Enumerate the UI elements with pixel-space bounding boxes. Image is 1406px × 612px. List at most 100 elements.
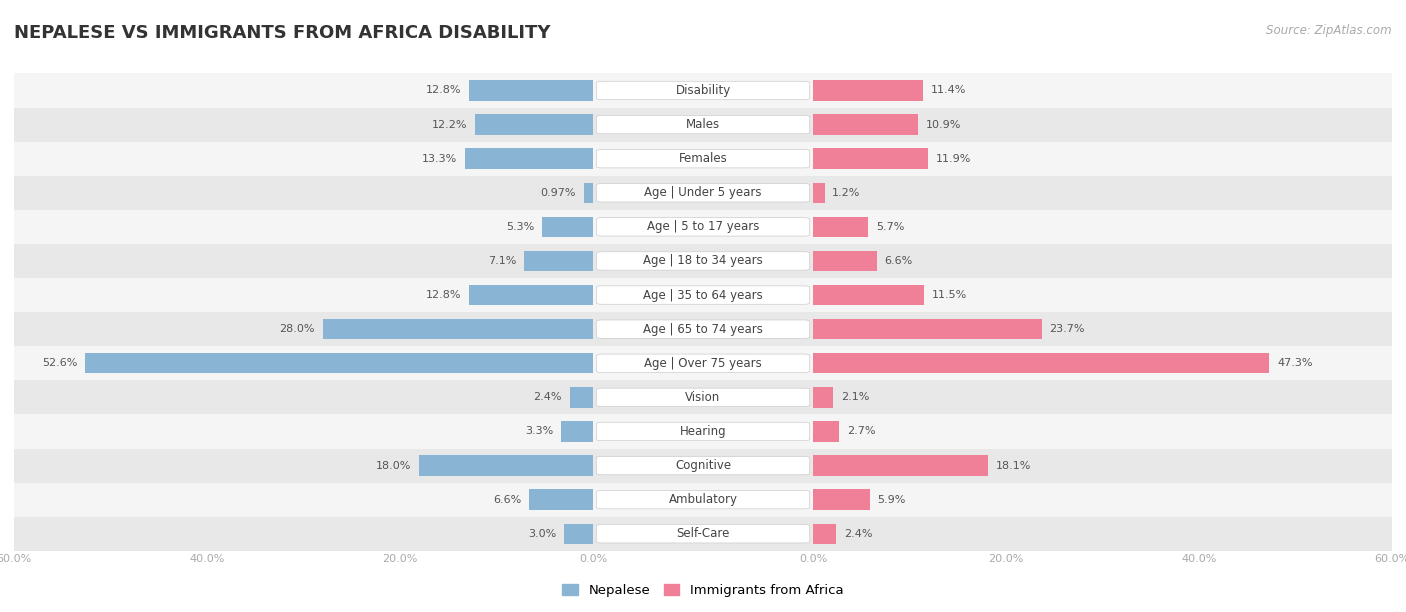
Text: 1.2%: 1.2%: [832, 188, 860, 198]
Bar: [813, 490, 870, 510]
Bar: [0, 73, 1406, 108]
Bar: [0, 210, 1406, 244]
Text: 6.6%: 6.6%: [494, 494, 522, 505]
Bar: [0, 380, 1406, 414]
Bar: [0, 449, 1406, 483]
Bar: [0, 380, 1406, 414]
Bar: [0, 278, 1406, 312]
Bar: [0, 244, 1406, 278]
Bar: [0, 449, 1406, 483]
Text: 11.9%: 11.9%: [935, 154, 972, 163]
Bar: [0, 73, 1406, 108]
FancyBboxPatch shape: [596, 149, 810, 168]
Bar: [0, 141, 1406, 176]
Bar: [470, 80, 593, 101]
Bar: [813, 319, 1042, 340]
FancyBboxPatch shape: [596, 218, 810, 236]
Bar: [0, 483, 1406, 517]
Bar: [583, 182, 593, 203]
FancyBboxPatch shape: [596, 320, 810, 338]
Text: 3.3%: 3.3%: [526, 427, 554, 436]
Bar: [0, 517, 1406, 551]
Text: 12.2%: 12.2%: [432, 119, 468, 130]
Bar: [0, 108, 1406, 141]
Text: 3.0%: 3.0%: [529, 529, 557, 539]
Legend: Nepalese, Immigrants from Africa: Nepalese, Immigrants from Africa: [557, 579, 849, 602]
FancyBboxPatch shape: [596, 490, 810, 509]
Bar: [0, 141, 1406, 176]
Text: 11.4%: 11.4%: [931, 86, 966, 95]
Bar: [813, 251, 877, 271]
Text: 7.1%: 7.1%: [488, 256, 517, 266]
Text: Source: ZipAtlas.com: Source: ZipAtlas.com: [1267, 24, 1392, 37]
Bar: [323, 319, 593, 340]
Bar: [0, 278, 1406, 312]
Bar: [0, 176, 1406, 210]
Bar: [0, 312, 1406, 346]
Bar: [0, 176, 1406, 210]
Bar: [0, 312, 1406, 346]
Bar: [0, 517, 1406, 551]
Bar: [569, 387, 593, 408]
Bar: [813, 353, 1270, 373]
Bar: [0, 141, 1406, 176]
Bar: [0, 278, 1406, 312]
FancyBboxPatch shape: [596, 524, 810, 543]
FancyBboxPatch shape: [596, 457, 810, 475]
Text: 12.8%: 12.8%: [426, 86, 461, 95]
Text: 5.7%: 5.7%: [876, 222, 904, 232]
Text: 23.7%: 23.7%: [1049, 324, 1085, 334]
Bar: [0, 414, 1406, 449]
Text: 5.9%: 5.9%: [877, 494, 905, 505]
Bar: [0, 176, 1406, 210]
Bar: [813, 80, 922, 101]
Bar: [0, 483, 1406, 517]
Text: Cognitive: Cognitive: [675, 459, 731, 472]
FancyBboxPatch shape: [596, 184, 810, 202]
Text: 2.1%: 2.1%: [841, 392, 869, 402]
Bar: [813, 285, 924, 305]
Bar: [0, 210, 1406, 244]
Bar: [813, 182, 824, 203]
Bar: [541, 217, 593, 237]
Text: Females: Females: [679, 152, 727, 165]
Bar: [813, 217, 868, 237]
Text: 18.0%: 18.0%: [377, 461, 412, 471]
Bar: [524, 251, 593, 271]
Bar: [464, 149, 593, 169]
Bar: [475, 114, 593, 135]
Text: 2.4%: 2.4%: [534, 392, 562, 402]
FancyBboxPatch shape: [596, 252, 810, 270]
Text: Age | 18 to 34 years: Age | 18 to 34 years: [643, 255, 763, 267]
Bar: [0, 312, 1406, 346]
Bar: [0, 244, 1406, 278]
Text: 12.8%: 12.8%: [426, 290, 461, 300]
Text: 28.0%: 28.0%: [280, 324, 315, 334]
FancyBboxPatch shape: [596, 81, 810, 100]
Bar: [419, 455, 593, 476]
Bar: [0, 414, 1406, 449]
Bar: [0, 108, 1406, 141]
Bar: [470, 285, 593, 305]
Bar: [813, 455, 987, 476]
Text: Males: Males: [686, 118, 720, 131]
FancyBboxPatch shape: [596, 116, 810, 134]
Text: Age | 5 to 17 years: Age | 5 to 17 years: [647, 220, 759, 233]
Bar: [0, 483, 1406, 517]
Bar: [813, 149, 928, 169]
Text: 52.6%: 52.6%: [42, 358, 77, 368]
Text: Vision: Vision: [685, 391, 721, 404]
Bar: [0, 244, 1406, 278]
Text: 13.3%: 13.3%: [422, 154, 457, 163]
Text: Ambulatory: Ambulatory: [668, 493, 738, 506]
Text: 2.7%: 2.7%: [846, 427, 876, 436]
Bar: [0, 414, 1406, 449]
Bar: [0, 346, 1406, 380]
Text: Self-Care: Self-Care: [676, 528, 730, 540]
Bar: [0, 517, 1406, 551]
Bar: [0, 380, 1406, 414]
Text: 6.6%: 6.6%: [884, 256, 912, 266]
Bar: [561, 421, 593, 442]
Bar: [813, 421, 839, 442]
Bar: [0, 210, 1406, 244]
